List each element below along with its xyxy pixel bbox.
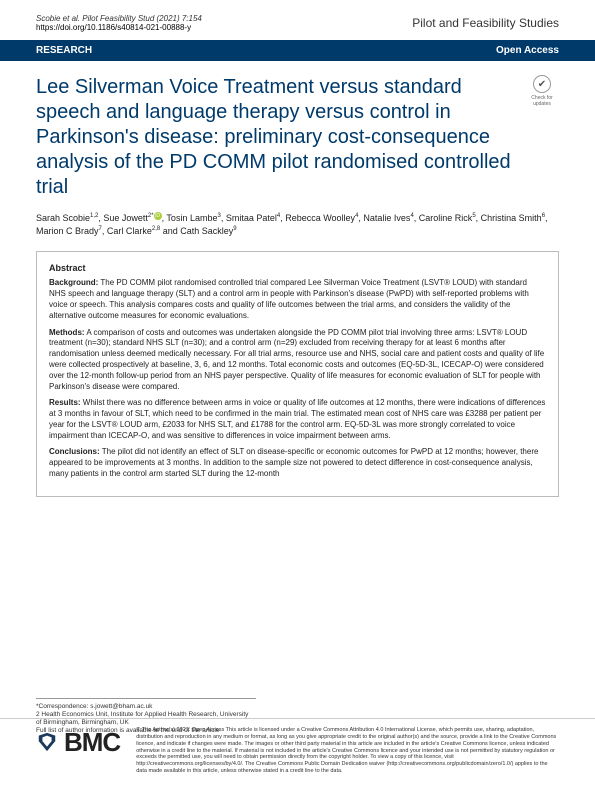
footer: BMC © The Author(s) 2021. Open Access Th…: [0, 718, 595, 791]
abstract-heading: Abstract: [49, 262, 546, 274]
journal-name: Pilot and Feasibility Studies: [412, 16, 559, 30]
article-type-banner: RESEARCH Open Access: [0, 40, 595, 61]
abstract-conclusions: Conclusions: The pilot did not identify …: [49, 447, 546, 479]
title-section: Lee Silverman Voice Treatment versus sta…: [0, 61, 595, 208]
results-label: Results:: [49, 398, 81, 407]
bmc-text: BMC: [64, 727, 120, 758]
header: Scobie et al. Pilot Feasibility Stud (20…: [0, 0, 595, 40]
license-text: © The Author(s) 2021. Open Access This a…: [136, 727, 559, 775]
bmc-logo: BMC: [36, 727, 120, 758]
results-text: Whilst there was no difference between a…: [49, 398, 545, 439]
methods-label: Methods:: [49, 328, 85, 337]
check-label-bottom: updates: [525, 101, 559, 107]
citation-block: Scobie et al. Pilot Feasibility Stud (20…: [36, 14, 202, 32]
abstract-results: Results: Whilst there was no difference …: [49, 398, 546, 441]
abstract-background: Background: The PD COMM pilot randomised…: [49, 278, 546, 321]
bmc-icon: [36, 731, 58, 753]
abstract-methods: Methods: A comparison of costs and outco…: [49, 328, 546, 393]
background-text: The PD COMM pilot randomised controlled …: [49, 278, 529, 319]
article-title: Lee Silverman Voice Treatment versus sta…: [36, 75, 559, 200]
conclusions-text: The pilot did not identify an effect of …: [49, 447, 538, 478]
conclusions-label: Conclusions:: [49, 447, 100, 456]
citation: Scobie et al. Pilot Feasibility Stud (20…: [36, 14, 202, 23]
crossmark-badge[interactable]: ✔ Check for updates: [525, 75, 559, 107]
background-label: Background:: [49, 278, 98, 287]
check-icon: ✔: [533, 75, 551, 93]
author-list: Sarah Scobie1,2, Sue Jowett2*iD, Tosin L…: [0, 208, 595, 247]
open-access-label: Open Access: [496, 45, 559, 56]
article-type: RESEARCH: [36, 45, 92, 56]
methods-text: A comparison of costs and outcomes was u…: [49, 328, 544, 391]
doi: https://doi.org/10.1186/s40814-021-00888…: [36, 23, 202, 32]
corr-email: *Correspondence: s.jowett@bham.ac.uk: [36, 703, 256, 711]
abstract: Abstract Background: The PD COMM pilot r…: [36, 251, 559, 497]
